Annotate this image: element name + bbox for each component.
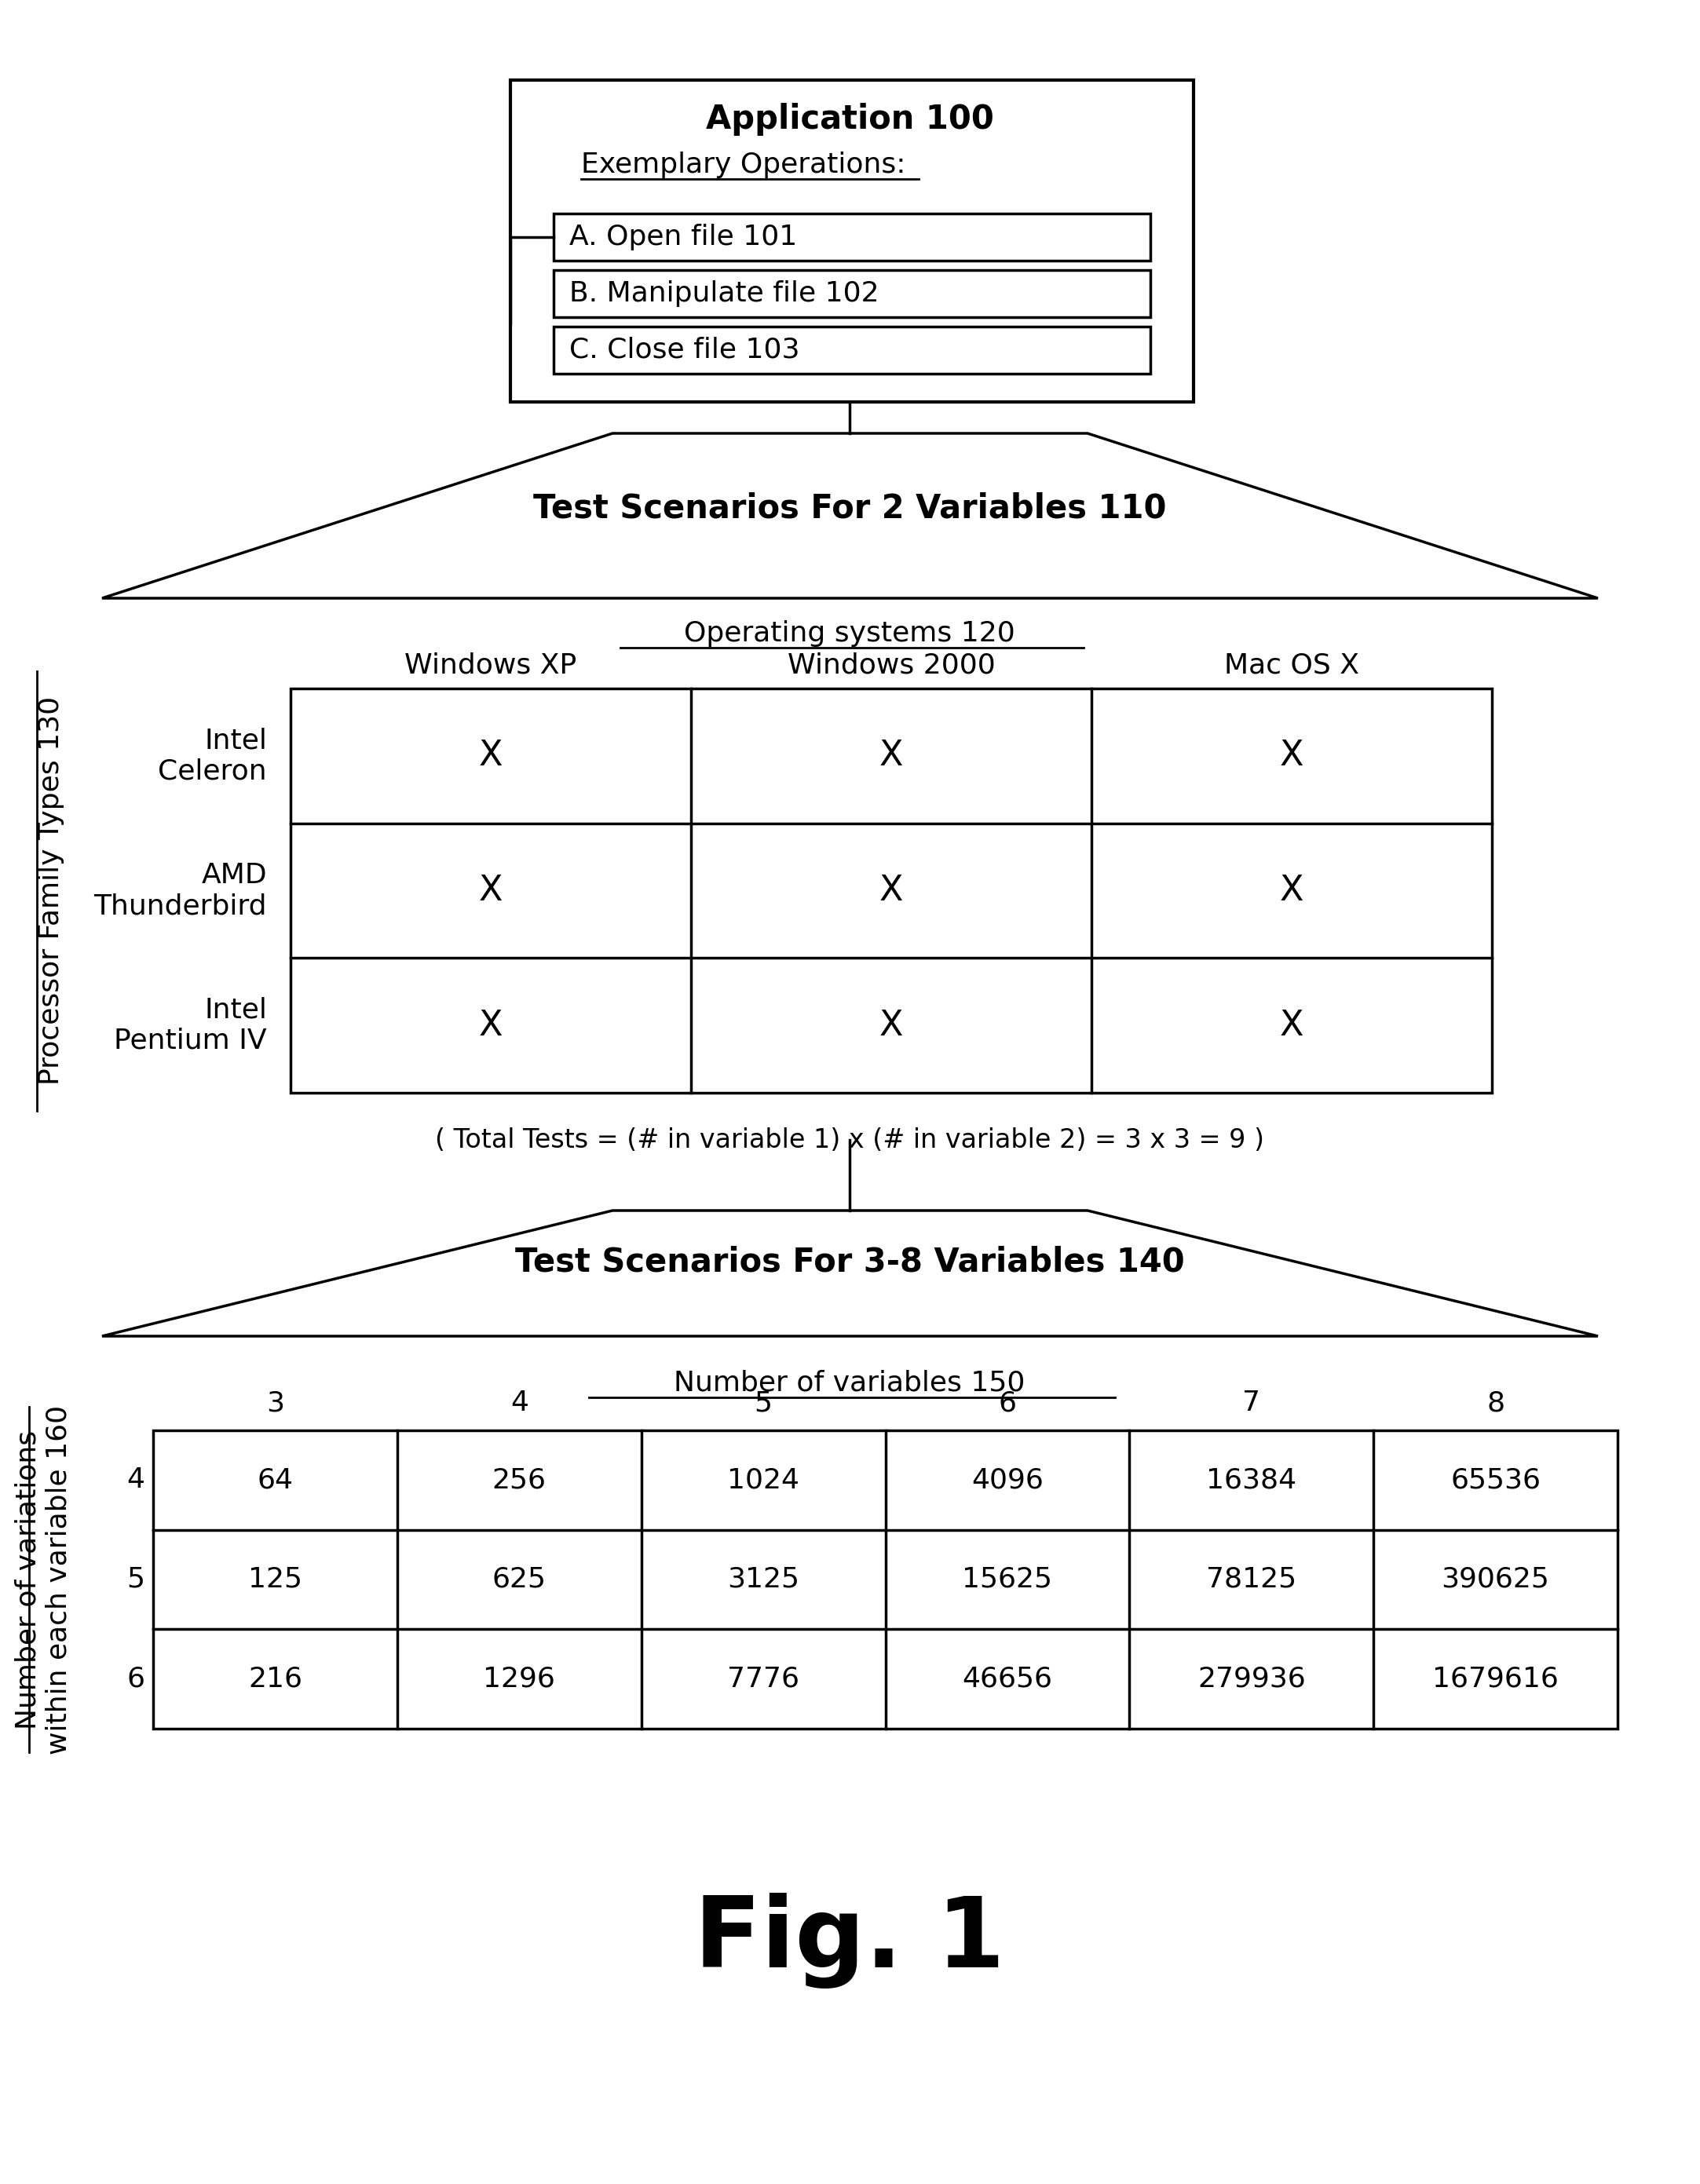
Bar [554,271,1151,317]
Text: 4096: 4096 [971,1468,1044,1494]
Text: ( Total Tests = (# in variable 1) x (# in variable 2) = 3 x 3 = 9 ): ( Total Tests = (# in variable 1) x (# i… [435,1127,1265,1153]
Text: 1679616: 1679616 [1433,1666,1559,1693]
Text: Operating systems 120: Operating systems 120 [683,620,1015,646]
Text: B. Manipulate file 102: B. Manipulate file 102 [570,280,879,308]
Text: 216: 216 [248,1666,303,1693]
Text: 4: 4 [510,1389,529,1415]
Text: 7776: 7776 [728,1666,799,1693]
Text: 4: 4 [128,1468,145,1494]
Bar [510,81,1193,402]
Text: 46656: 46656 [962,1666,1052,1693]
Bar [291,688,1493,1092]
Text: 6: 6 [128,1666,145,1693]
Text: Windows 2000: Windows 2000 [787,651,995,679]
Text: C. Close file 103: C. Close file 103 [570,336,799,363]
Text: 8: 8 [1486,1389,1505,1415]
Text: 279936: 279936 [1197,1666,1306,1693]
Text: Test Scenarios For 2 Variables 110: Test Scenarios For 2 Variables 110 [534,491,1166,524]
Text: X: X [479,874,503,909]
Text: Fig. 1: Fig. 1 [694,1894,1005,1987]
Text: Intel
Celeron: Intel Celeron [158,727,267,784]
Text: X: X [879,874,903,909]
Text: 16384: 16384 [1207,1468,1297,1494]
Text: 5: 5 [755,1389,772,1415]
Text: 3125: 3125 [728,1566,799,1592]
Bar [554,328,1151,373]
Text: 65536: 65536 [1450,1468,1540,1494]
Bar [153,1431,1618,1730]
Bar [554,214,1151,260]
Text: 64: 64 [257,1468,292,1494]
Text: Mac OS X: Mac OS X [1224,651,1360,679]
Text: 5: 5 [128,1566,145,1592]
Text: X: X [1280,738,1304,773]
Text: X: X [879,738,903,773]
Text: 625: 625 [491,1566,546,1592]
Text: 390625: 390625 [1442,1566,1550,1592]
Text: Processor Family Types 130: Processor Family Types 130 [37,697,65,1085]
Text: X: X [879,1009,903,1042]
Text: 1024: 1024 [728,1468,799,1494]
Text: 78125: 78125 [1207,1566,1297,1592]
Text: X: X [1280,1009,1304,1042]
Text: 6: 6 [998,1389,1017,1415]
Text: 7: 7 [1243,1389,1260,1415]
Text: X: X [1280,874,1304,909]
Text: Number of variables 150: Number of variables 150 [673,1369,1025,1396]
Text: X: X [479,1009,503,1042]
Text: Intel
Pentium IV: Intel Pentium IV [114,996,267,1055]
Text: Test Scenarios For 3-8 Variables 140: Test Scenarios For 3-8 Variables 140 [515,1245,1185,1278]
Text: 15625: 15625 [962,1566,1052,1592]
Text: X: X [479,738,503,773]
Text: AMD
Thunderbird: AMD Thunderbird [94,863,267,919]
Text: Application 100: Application 100 [706,103,993,135]
Text: Exemplary Operations:: Exemplary Operations: [581,151,906,179]
Text: 3: 3 [267,1389,284,1415]
Text: 1296: 1296 [483,1666,556,1693]
Text: Windows XP: Windows XP [405,651,576,679]
Text: Number of variations
within each variable 160: Number of variations within each variabl… [14,1404,71,1754]
Text: A. Open file 101: A. Open file 101 [570,223,797,251]
Text: 125: 125 [248,1566,303,1592]
Text: 256: 256 [491,1468,546,1494]
